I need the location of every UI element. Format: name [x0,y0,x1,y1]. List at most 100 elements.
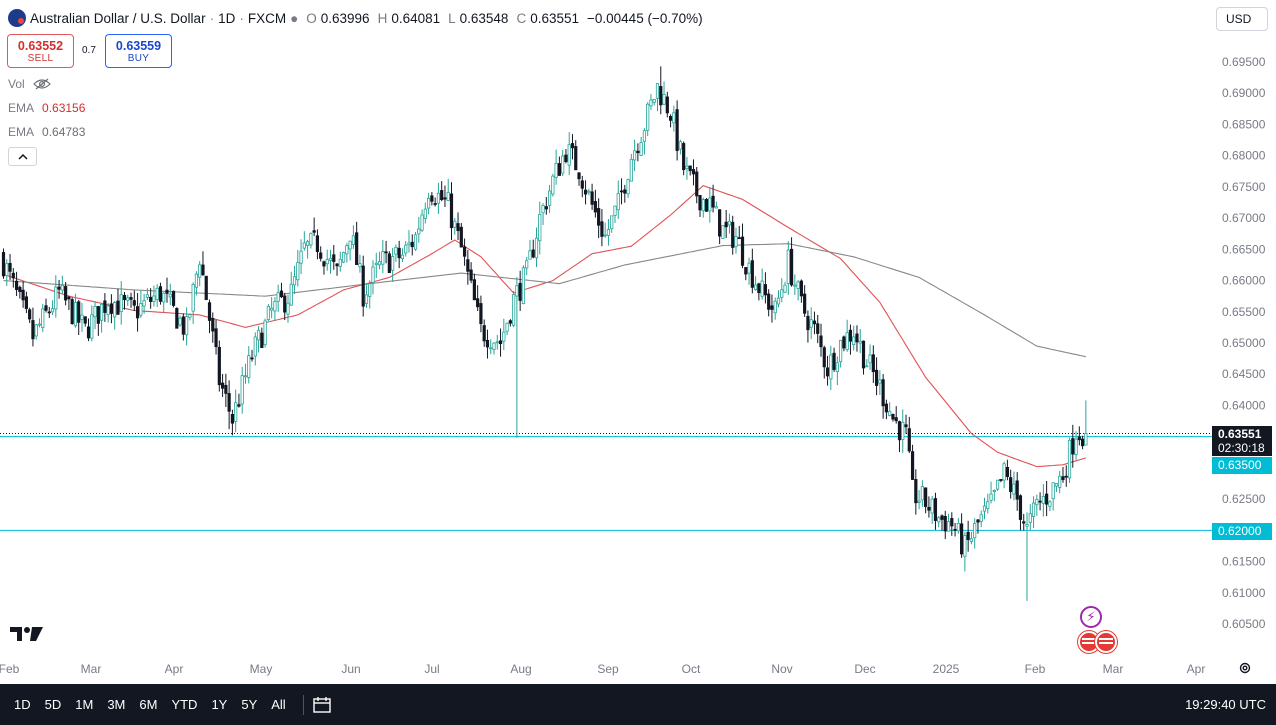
gear-icon[interactable] [1238,661,1252,675]
high-key: H [377,10,388,26]
lightning-event-icon[interactable]: ⚡ [1080,606,1102,628]
time-axis[interactable]: Feb Mar Apr May Jun Jul Aug Sep Oct Nov Dec 2025 Feb… [0,662,1205,676]
candle [940,514,944,531]
symbol-legend[interactable]: Australian Dollar / U.S. Dollar · 1D · F… [8,9,703,27]
candle [466,249,470,285]
calendar-icon[interactable] [312,696,332,714]
price-chart[interactable]: 0.69500 0.69000 0.68500 0.68000 0.67500 0.670… [0,0,1276,684]
candle [142,293,146,314]
ema-fast-row[interactable]: EMA 0.63156 [8,100,85,116]
candle [1012,471,1016,501]
candle [757,282,761,301]
x-tick-label: 2025 [933,662,960,676]
candle [276,284,280,312]
x-tick-label: Jun [341,662,360,676]
ema-fast-line[interactable] [3,184,1087,468]
candle [243,363,248,384]
ema-slow-line[interactable] [3,243,1087,358]
candle [204,275,208,301]
price-axis[interactable]: 0.69500 0.69000 0.68500 0.68000 0.67500 0.670… [1222,55,1266,631]
candle [969,532,974,545]
candle [368,280,372,309]
candle [188,313,192,321]
candle [989,481,993,504]
change-value: −0.00445 (−0.70%) [587,10,703,26]
candle [165,277,169,303]
candle [819,323,823,357]
range-1d[interactable]: 1D [14,697,31,712]
range-ytd[interactable]: YTD [171,697,198,712]
candles [1,66,1088,601]
y-tick-label: 0.64000 [1222,398,1266,412]
candle [839,339,843,368]
candle [21,281,25,308]
candle [760,268,764,300]
ema-fast-label: EMA [8,101,35,115]
candle [917,490,921,510]
candle [106,302,110,323]
candle [508,319,512,327]
candle [793,274,797,295]
candle [309,232,313,249]
candle [927,496,931,518]
ema-slow-row[interactable]: EMA 0.64783 [8,124,85,140]
range-5d[interactable]: 5D [44,697,62,712]
tradingview-logo-icon[interactable] [10,624,44,644]
candle [250,349,254,362]
eye-hidden-icon[interactable] [32,78,51,90]
candle [80,302,84,332]
spread-value: 0.7 [82,45,96,56]
chevron-up-icon [17,153,28,160]
candle [145,288,149,300]
candle [770,294,774,323]
candle [83,316,87,327]
low-value: 0.63548 [459,10,509,26]
candle [64,281,68,306]
buy-label: BUY [127,52,150,64]
candle [1084,400,1088,446]
candle [626,178,630,198]
candle [381,239,385,274]
candle [73,293,78,328]
candle [273,297,277,321]
level-tag-1: 0.63500 [1212,457,1272,474]
range-5y[interactable]: 5Y [241,697,258,712]
range-1y[interactable]: 1Y [211,697,228,712]
sell-button[interactable]: 0.63552 SELL [7,34,74,68]
candle [577,172,581,186]
ema-fast-value: 0.63156 [42,101,86,115]
buy-button[interactable]: 0.63559 BUY [105,34,172,68]
candle [103,293,107,322]
candle [178,315,182,327]
collapse-legend-button[interactable] [8,147,37,166]
candle [289,271,293,306]
candle [1071,424,1075,468]
us-flag-event-icon[interactable] [1095,631,1117,653]
last-price-tag: 0.63551 02:30:18 [1212,426,1272,456]
candle [512,290,516,328]
range-6m[interactable]: 6M [139,697,158,712]
candle [237,393,241,408]
volume-indicator-row[interactable]: Vol [8,76,51,92]
candle [1051,482,1055,511]
high-value: 0.64081 [391,10,441,26]
candle [685,156,689,180]
range-1m[interactable]: 1M [75,697,94,712]
utc-clock[interactable]: 19:29:40 UTC [1185,697,1266,712]
range-3m[interactable]: 3M [107,697,126,712]
candle [597,198,601,239]
candle [740,223,745,269]
candle [812,311,817,335]
candle [1028,504,1032,531]
x-tick-label: May [250,662,273,676]
candle [485,329,490,359]
y-tick-label: 0.69500 [1222,55,1266,69]
candle [551,173,555,197]
candle [54,275,58,318]
candle [724,209,728,239]
currency-selector[interactable]: USD [1216,7,1268,31]
candle [292,265,297,295]
candle [528,239,532,260]
candle [377,251,382,270]
range-all[interactable]: All [271,697,286,712]
